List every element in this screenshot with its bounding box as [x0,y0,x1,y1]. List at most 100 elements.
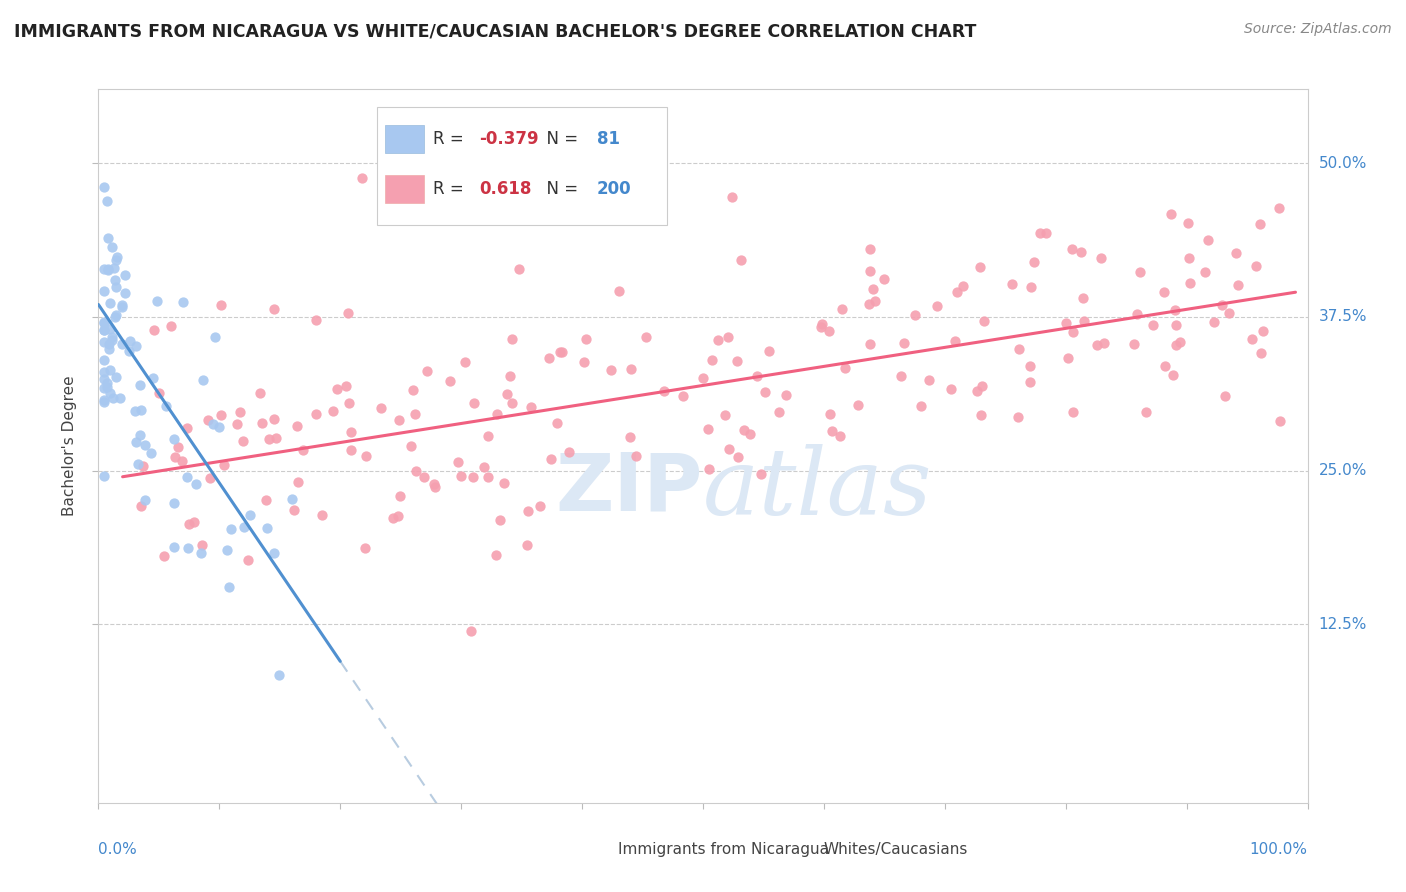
Point [1164,318,1187,333]
Point [93,261,115,276]
Point [217,543,239,558]
Point [387,508,409,523]
Point [1001,277,1024,292]
Point [727,450,749,465]
Point [939,382,962,396]
Y-axis label: Bachelor's Degree: Bachelor's Degree [62,376,77,516]
Point [1251,324,1274,338]
Point [404,407,426,421]
Point [285,419,308,434]
Point [477,469,499,483]
Point [893,336,915,351]
Point [163,540,186,554]
Point [1019,280,1042,294]
Text: R =: R = [433,130,470,148]
Point [1056,351,1078,365]
Point [1018,359,1040,374]
Point [558,445,581,459]
Point [200,471,222,485]
Point [546,416,568,430]
Point [1177,216,1199,230]
Point [208,419,231,434]
Point [548,345,571,359]
Point [529,500,551,514]
Point [93,284,115,298]
Text: 25.0%: 25.0% [1319,463,1367,478]
Point [93,334,115,349]
Text: 100.0%: 100.0% [1250,842,1308,856]
Point [177,541,200,555]
Point [287,475,309,489]
Point [904,308,927,322]
Point [821,424,844,438]
Point [537,351,560,366]
Point [1007,410,1029,425]
Text: ZIP: ZIP [555,450,703,528]
Point [858,336,880,351]
Text: -0.379: -0.379 [479,130,538,148]
Point [239,508,262,522]
Point [104,272,127,286]
Point [125,435,148,450]
Text: Immigrants from Nicaragua: Immigrants from Nicaragua [619,842,830,856]
Point [1122,336,1144,351]
Point [96,380,118,394]
Point [696,422,718,436]
Point [105,252,128,267]
Point [105,250,128,264]
Point [1035,226,1057,240]
Point [232,434,254,449]
Point [97,342,120,356]
Point [834,361,856,376]
Point [280,491,302,506]
Point [129,378,152,392]
Point [859,242,882,256]
Point [177,517,200,532]
Point [402,383,425,397]
Point [104,279,127,293]
Point [335,379,357,393]
Point [283,503,305,517]
Point [129,403,152,417]
Point [160,318,183,333]
Point [354,541,377,555]
Point [139,446,162,460]
Point [1090,251,1112,265]
Point [1225,246,1247,260]
Point [1249,218,1271,232]
Point [201,417,224,431]
Point [142,323,165,337]
Point [1062,325,1084,339]
Point [132,458,155,473]
Point [96,376,118,390]
Point [540,451,562,466]
Point [508,262,530,277]
Point [1270,414,1292,428]
Point [718,442,741,457]
Point [266,431,288,445]
Text: R =: R = [433,180,470,198]
Point [423,480,446,494]
Point [1153,285,1175,299]
Text: Source: ZipAtlas.com: Source: ZipAtlas.com [1244,22,1392,37]
Point [204,330,226,344]
Point [707,334,730,348]
Point [550,344,572,359]
Point [1213,389,1236,403]
Point [1168,335,1191,350]
Point [263,412,285,426]
Point [768,404,790,418]
Point [969,260,991,275]
Point [846,398,869,412]
Point [463,396,485,410]
Point [163,432,186,446]
Point [1054,316,1077,330]
Point [1218,306,1240,320]
Point [1202,315,1225,329]
Point [146,294,169,309]
Point [501,396,523,410]
Point [93,179,115,194]
Point [943,334,966,349]
Point [1125,307,1147,321]
Point [720,190,742,204]
